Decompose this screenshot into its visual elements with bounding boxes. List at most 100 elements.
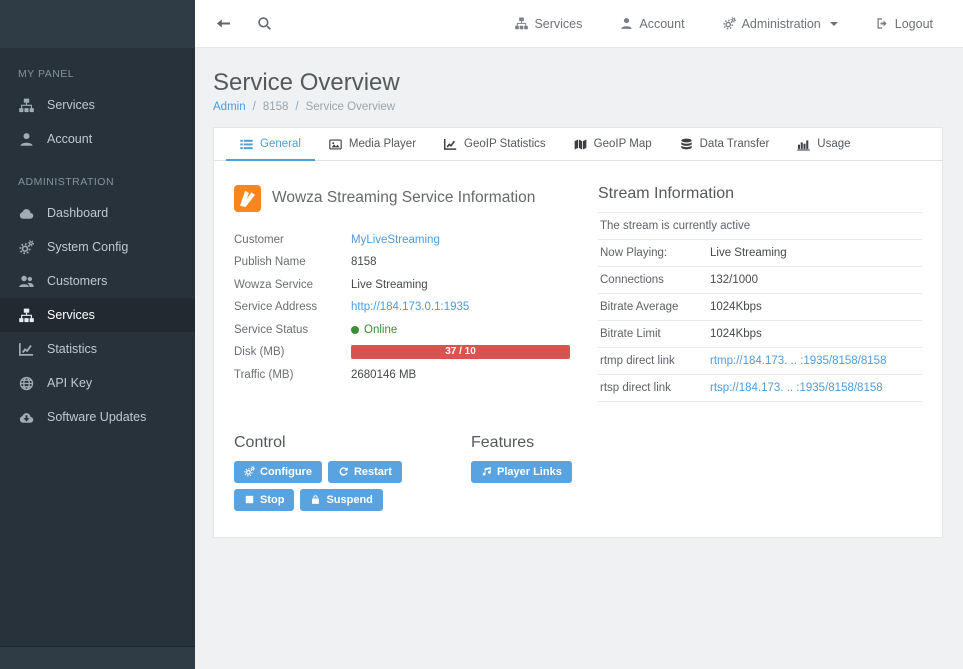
- line-chart-icon: [444, 138, 457, 151]
- row-label: Now Playing:: [598, 238, 708, 267]
- button-label: Stop: [260, 493, 285, 506]
- tab-general[interactable]: General: [226, 128, 315, 161]
- sidebar-logo-block: [0, 0, 195, 48]
- sidebar-item-label: Services: [47, 308, 95, 322]
- sidebar-item-services[interactable]: Services: [0, 88, 195, 122]
- button-label: Restart: [353, 465, 392, 478]
- disk-progress-bar: 37 / 10: [351, 345, 570, 360]
- tab-geoip-statistics[interactable]: GeoIP Statistics: [430, 128, 560, 161]
- sidebar-item-statistics[interactable]: Statistics: [0, 332, 195, 366]
- nav-services[interactable]: Services: [515, 17, 582, 31]
- service-info-heading: Wowza Streaming Service Information: [272, 189, 536, 207]
- table-row: rtsp direct link rtsp://184.173. .. :193…: [598, 373, 922, 402]
- service-address-link[interactable]: http://184.173.0.1:1935: [351, 301, 470, 314]
- button-label: Configure: [260, 465, 312, 478]
- database-icon: [680, 138, 693, 151]
- sidebar-item-label: System Config: [47, 240, 129, 254]
- sidebar-item-services-admin[interactable]: Services: [0, 298, 195, 332]
- service-overview-card: General Media Player GeoIP Statistics Ge…: [213, 126, 943, 538]
- table-row: rtmp direct link rtmp://184.173. .. :193…: [598, 346, 922, 375]
- restart-button[interactable]: Restart: [327, 460, 402, 483]
- field-service-address: Service Address http://184.173.0.1:1935: [234, 296, 570, 319]
- nav-label: Services: [534, 16, 583, 31]
- sidebar-item-label: Dashboard: [47, 206, 109, 220]
- sidebar-item-account[interactable]: Account: [0, 122, 195, 156]
- row-label: rtmp direct link: [598, 346, 708, 375]
- configure-button[interactable]: Configure: [234, 460, 322, 483]
- field-wowza-service: Wowza Service Live Streaming: [234, 274, 570, 297]
- field-label: Service Status: [234, 323, 309, 336]
- field-value: Live Streaming: [351, 278, 428, 291]
- line-chart-icon: [19, 342, 34, 357]
- wowza-logo-icon: [234, 185, 261, 212]
- sidebar-item-label: Services: [47, 98, 95, 112]
- search-icon: [257, 16, 272, 31]
- nav-label: Logout: [894, 16, 933, 31]
- gears-icon: [19, 240, 34, 255]
- field-publish-name: Publish Name 8158: [234, 251, 570, 274]
- suspend-button[interactable]: Suspend: [300, 488, 383, 511]
- sidebar-item-dashboard[interactable]: Dashboard: [0, 196, 195, 230]
- caret-down-icon: [829, 21, 838, 26]
- stream-info-column: Stream Information The stream is current…: [598, 185, 922, 402]
- sidebar: MY PANEL Services Account ADMINISTRATION…: [0, 0, 195, 669]
- control-heading: Control: [234, 433, 286, 451]
- tab-usage[interactable]: Usage: [783, 128, 864, 161]
- sidebar-item-customers[interactable]: Customers: [0, 264, 195, 298]
- music-note-icon: [481, 466, 492, 477]
- back-button[interactable]: [216, 16, 231, 31]
- page-title: Service Overview: [213, 69, 400, 96]
- row-value: 132/1000: [708, 265, 922, 294]
- field-traffic: Traffic (MB) 2680146 MB: [234, 364, 570, 387]
- tab-geoip-map[interactable]: GeoIP Map: [560, 128, 666, 161]
- nav-account[interactable]: Account: [620, 16, 685, 31]
- player-links-button[interactable]: Player Links: [471, 460, 572, 483]
- breadcrumb-service-id: 8158: [262, 100, 289, 113]
- sidebar-item-label: API Key: [47, 376, 93, 390]
- customer-link[interactable]: MyLiveStreaming: [351, 233, 440, 246]
- field-label: Traffic (MB): [234, 368, 294, 381]
- top-nav-menu: Services Account Administration Logout: [515, 17, 933, 31]
- tab-media-player[interactable]: Media Player: [315, 128, 430, 161]
- sidebar-item-system-config[interactable]: System Config: [0, 230, 195, 264]
- breadcrumb-current: Service Overview: [305, 100, 396, 113]
- search-button[interactable]: [257, 16, 272, 31]
- tab-label: GeoIP Statistics: [464, 138, 546, 151]
- status-text: Online: [364, 323, 398, 336]
- sign-out-icon: [876, 17, 889, 30]
- sidebar-item-api-key[interactable]: API Key: [0, 366, 195, 400]
- cloud-icon: [19, 206, 34, 221]
- sidebar-footer: [0, 646, 195, 669]
- breadcrumb-admin-link[interactable]: Admin: [213, 100, 246, 113]
- breadcrumb-separator: /: [295, 100, 299, 113]
- nav-label: Account: [639, 16, 685, 31]
- image-icon: [329, 138, 342, 151]
- stop-icon: [244, 494, 255, 505]
- lock-icon: [310, 494, 321, 505]
- gears-icon: [244, 466, 255, 477]
- breadcrumb-separator: /: [252, 100, 256, 113]
- row-label: Connections: [598, 265, 708, 294]
- status-online: Online: [351, 324, 570, 336]
- rtsp-direct-link[interactable]: rtsp://184.173. .. :1935/8158/8158: [710, 381, 883, 394]
- tab-data-transfer[interactable]: Data Transfer: [666, 128, 784, 161]
- users-icon: [19, 274, 34, 289]
- sitemap-icon: [515, 17, 528, 30]
- tab-label: Data Transfer: [699, 138, 770, 151]
- card-body: Wowza Streaming Service Information Cust…: [214, 161, 942, 537]
- sitemap-icon: [19, 308, 34, 323]
- tab-label: Media Player: [348, 138, 417, 151]
- sidebar-section-my-panel: MY PANEL: [18, 68, 75, 80]
- features-heading: Features: [471, 433, 535, 451]
- table-row: Bitrate Limit 1024Kbps: [598, 319, 922, 348]
- arrow-left-icon: [216, 16, 231, 31]
- stop-button[interactable]: Stop: [234, 488, 295, 511]
- tab-label: Usage: [817, 138, 851, 151]
- field-label: Service Address: [234, 301, 318, 314]
- nav-logout[interactable]: Logout: [876, 17, 933, 31]
- tab-label: General: [260, 138, 301, 151]
- sidebar-item-software-updates[interactable]: Software Updates: [0, 400, 195, 434]
- rtmp-direct-link[interactable]: rtmp://184.173. .. :1935/8158/8158: [710, 354, 887, 367]
- nav-administration-dropdown[interactable]: Administration: [723, 17, 838, 31]
- button-label: Suspend: [326, 493, 373, 506]
